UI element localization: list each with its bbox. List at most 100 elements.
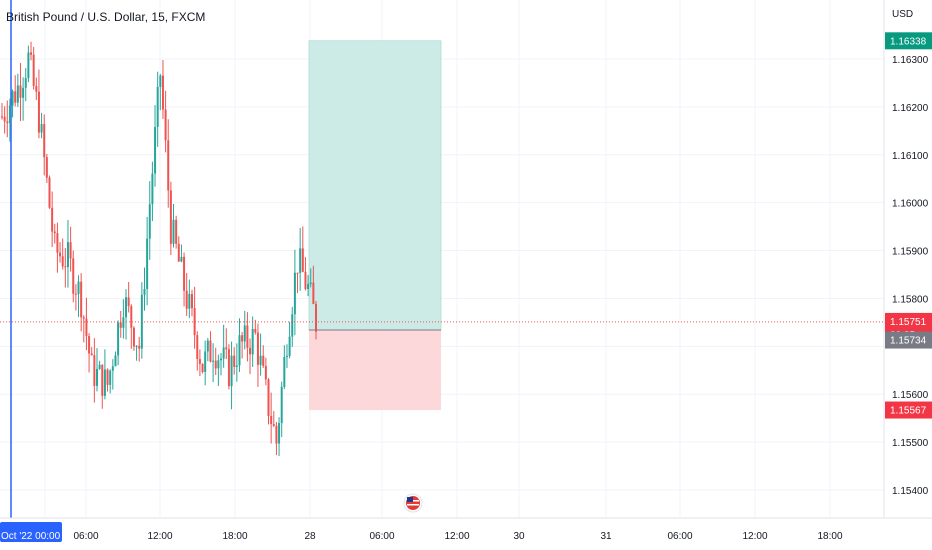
candle-body xyxy=(132,327,135,347)
candle-body xyxy=(169,190,172,244)
price-tick-label: 1.15400 xyxy=(892,486,929,497)
target-zone[interactable] xyxy=(308,40,442,331)
candle-body xyxy=(185,290,188,309)
candle-body xyxy=(172,219,175,244)
candle-body xyxy=(88,336,91,354)
candle-body xyxy=(32,54,35,86)
candle-body xyxy=(82,317,85,319)
candle-body xyxy=(3,116,6,122)
candle-body xyxy=(272,424,275,426)
candle-body xyxy=(98,364,101,369)
price-tick-label: 1.15800 xyxy=(892,294,929,305)
time-tick-label: 28 xyxy=(304,531,316,542)
candle-body xyxy=(177,243,180,262)
candle-body xyxy=(285,355,288,357)
time-tick-label: 12:00 xyxy=(444,531,469,542)
candle-body xyxy=(125,297,128,318)
time-tick-label: 30 xyxy=(513,531,525,542)
candle-body xyxy=(267,379,270,417)
candle-body xyxy=(114,355,117,367)
candle-body xyxy=(85,318,88,337)
candle-body xyxy=(280,386,283,424)
axis-separators xyxy=(0,0,932,519)
candle-body xyxy=(235,365,238,367)
candle-body xyxy=(27,52,30,79)
candle-body xyxy=(188,293,191,309)
candle-body xyxy=(233,355,236,367)
candle-body xyxy=(95,368,98,386)
price-axis[interactable]: 1.15400 1.15500 1.15600 1.15800 1.15900 1.160… xyxy=(892,55,929,497)
currency-label: USD xyxy=(892,9,914,20)
candle-body xyxy=(312,282,315,304)
candle-body xyxy=(22,87,25,98)
candle-body xyxy=(196,335,199,360)
candle-body xyxy=(161,75,164,110)
candlestick-series xyxy=(1,41,317,457)
candle-body xyxy=(154,127,157,174)
candle-body xyxy=(8,105,11,124)
candle-body xyxy=(64,266,67,268)
candle-body xyxy=(6,121,9,124)
candle-body xyxy=(259,355,262,365)
candle-body xyxy=(111,366,114,371)
candle-body xyxy=(53,231,56,234)
time-tick-label: 18:00 xyxy=(222,531,247,542)
candle-body xyxy=(24,78,27,88)
candle-body xyxy=(117,322,120,356)
candle-body xyxy=(227,349,230,387)
candle-body xyxy=(212,360,215,362)
candle-body xyxy=(43,124,46,158)
candle-body xyxy=(45,157,48,178)
candle-body xyxy=(103,369,106,396)
price-badge-label: 1.15751 xyxy=(890,317,927,328)
candle-body xyxy=(1,116,3,118)
candle-body xyxy=(222,347,225,359)
candle-body xyxy=(315,303,317,332)
us-flag-event-icon[interactable] xyxy=(403,493,423,513)
candle-body xyxy=(80,281,83,318)
candle-body xyxy=(61,256,64,267)
candle-body xyxy=(209,340,212,362)
candle-body xyxy=(198,359,201,364)
chart-grid xyxy=(0,0,884,518)
price-badge xyxy=(885,331,932,349)
candle-body xyxy=(243,325,246,342)
candle-body xyxy=(19,85,22,98)
candle-body xyxy=(264,365,267,380)
stop-zone[interactable] xyxy=(309,330,441,411)
price-tick-label: 1.16300 xyxy=(892,55,929,66)
candle-body xyxy=(101,364,104,396)
candle-body xyxy=(14,91,17,103)
candle-body xyxy=(93,355,96,386)
candle-body xyxy=(164,109,167,141)
candle-body xyxy=(69,242,72,259)
time-tick-label: 06:00 xyxy=(667,531,692,542)
candle-body xyxy=(148,204,151,239)
price-badge-label: 1.16338 xyxy=(890,36,927,47)
candle-body xyxy=(293,272,296,315)
long-position-tool[interactable] xyxy=(308,40,442,411)
candle-body xyxy=(66,242,69,268)
candle-body xyxy=(74,293,77,295)
candle-body xyxy=(138,345,141,349)
time-tick-label: 12:00 xyxy=(742,531,767,542)
candle-body xyxy=(256,332,259,365)
candle-body xyxy=(106,369,109,385)
candle-body xyxy=(254,329,257,333)
time-tick-label: 12:00 xyxy=(147,531,172,542)
time-tick-label: 18:00 xyxy=(817,531,842,542)
candle-body xyxy=(270,416,273,425)
crosshair-date-label: Oct '22 00:00 xyxy=(1,531,61,542)
candle-body xyxy=(156,86,159,128)
candle-body xyxy=(51,207,54,232)
price-badge xyxy=(885,401,932,419)
candle-body xyxy=(175,219,178,244)
candle-body xyxy=(301,248,304,272)
candle-body xyxy=(37,91,40,133)
candle-body xyxy=(307,283,310,289)
candle-body xyxy=(159,75,162,87)
candle-body xyxy=(72,258,75,294)
time-axis[interactable]: 06:00 12:00 18:00 28 06:00 12:00 30 31 06:00 12:0… xyxy=(0,522,843,542)
candle-body xyxy=(30,52,33,55)
